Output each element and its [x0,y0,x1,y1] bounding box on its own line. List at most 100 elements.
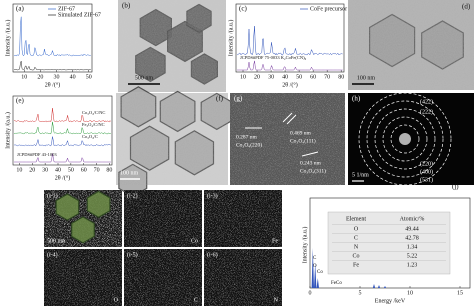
label: Atomic/% [400,216,425,222]
particle [71,216,95,244]
label: (a) [16,5,24,13]
label: 0.243 nm [300,160,322,166]
label: 1.23 [407,262,418,268]
label: JCPDS#PDF 43-1003 [17,152,57,157]
spectrum-peak [383,286,387,288]
label: 10 [240,74,246,80]
label: Simulated ZIF-67 [58,12,101,18]
label: Intensity /(a.u.) [301,227,308,264]
trace [13,60,91,71]
ring [358,92,452,186]
label: Co₃O₄/C/NC [82,110,105,115]
label: Intensity /(a.u.) [4,20,11,57]
trace [237,60,343,71]
label: (i-6) [207,251,218,258]
label: C [354,235,358,241]
label: 50 [68,167,74,173]
label: (b) [122,2,131,10]
label: CoFe precursor [310,6,347,12]
label: 100 nm [120,170,139,176]
label: 80 [338,74,344,80]
label: 30 [54,74,60,80]
label: 20 [37,74,43,80]
label: 2θ /(°) [282,81,297,88]
plot-frame [309,197,471,289]
fringe-marker [301,151,319,157]
label: 500 nm [135,75,154,81]
lattice [230,93,345,185]
texture [116,93,228,185]
label: 80 [106,167,112,173]
ring [390,124,420,154]
label: (j) [452,183,459,191]
label: 42.78 [405,235,419,241]
label: 0.469 nm [290,130,312,136]
label: (220) [420,160,433,167]
label: (531) [420,176,433,183]
label: Co₃O₄/C [82,134,98,139]
label: Element [346,216,366,222]
map-signal [124,249,202,306]
label: (g) [234,95,243,103]
beam [399,133,411,145]
label: 10 [407,290,413,296]
spectrum-peak [372,284,376,288]
map-signal [204,190,282,247]
ring [382,116,428,162]
ring [374,108,436,170]
texture [118,0,226,92]
spectrum-peak [316,278,319,288]
label: C [194,297,198,303]
spectrum-peak [311,248,314,288]
label: Co [191,238,198,244]
map-signal [124,190,202,247]
table-bg [327,211,451,275]
label: FeCo [331,281,342,286]
particle [86,190,111,218]
label: 50 [86,74,92,80]
label: Intensity /(a.u.) [4,112,11,149]
label: 60 [81,167,87,173]
label: (h) [352,95,361,103]
label: Fe [353,262,359,268]
trace [236,26,343,56]
label: Fe [272,238,278,244]
label: 2θ /(°) [55,174,70,181]
label: (i-3) [207,192,218,199]
trace [13,136,111,147]
label: 60 [310,74,316,80]
label: N [354,244,359,250]
label: 40 [70,74,76,80]
label: 70 [324,74,330,80]
label: 5.22 [407,253,418,259]
label: (f) [216,95,224,103]
label: 0.287 nm [236,134,258,140]
label: C [313,256,317,261]
spectrum-peak [377,285,381,288]
particle [55,193,80,221]
label: 49.44 [405,226,419,232]
label: Co [317,270,323,275]
label: 20 [29,167,35,173]
label: 20 [254,74,260,80]
texture [348,0,474,90]
trace [13,121,111,135]
label: 40 [282,74,288,80]
label: Co₃O₄(111) [290,137,316,144]
label: 30 [268,74,274,80]
label: 1.34 [407,244,418,250]
label: ZIF-67 [58,6,75,12]
label: 5 1/nm [352,172,369,178]
label: 70 [94,167,100,173]
label: 15 [457,290,463,296]
label: 100 nm [357,75,376,81]
label: JCPDS#PDF 75-0033 K₂CoFe(CN)₆ [240,55,307,60]
label: (400) [420,168,433,175]
spectrum-peak [314,263,317,288]
label: Energy /keV [375,298,406,304]
label: (422) [420,98,433,105]
ring [366,100,444,178]
label: 10 [21,74,27,80]
label: Co₃O₄(311) [300,167,326,174]
